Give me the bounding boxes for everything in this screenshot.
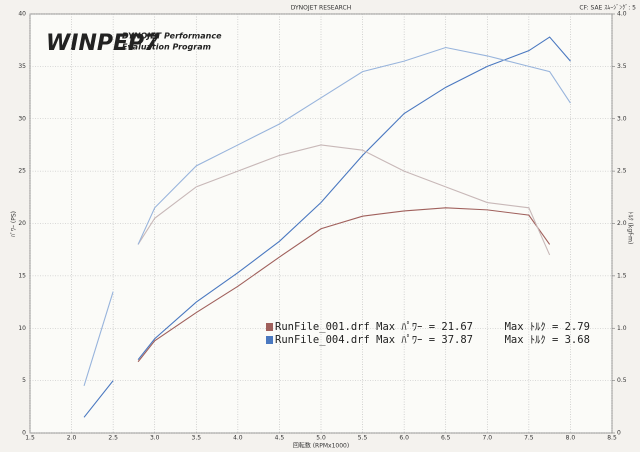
logo-line2: Evaluation Program: [122, 43, 211, 52]
y-tick-label: 5: [22, 377, 26, 384]
x-tick-label: 7.0: [483, 435, 493, 442]
x-tick-label: 6.0: [399, 435, 409, 442]
logo-line1: DYNOJET Performance: [122, 32, 222, 41]
x-tick-label: 3.0: [150, 435, 160, 442]
x-tick-label: 3.5: [192, 435, 202, 442]
y-tick-label: 0: [22, 430, 26, 437]
y-tick-label: 30: [18, 115, 26, 122]
y2-tick-label: 4.0: [617, 11, 627, 18]
series-line: [137, 207, 551, 363]
y-tick-label: 20: [18, 220, 26, 227]
x-tick-label: 4.5: [275, 435, 285, 442]
series-line: [137, 144, 551, 256]
y-tick-label: 25: [18, 168, 26, 175]
logo: WINPEP7: [46, 31, 160, 56]
correction: CF: SAE ｽﾑｰｼﾞﾝｸﾞ: 5: [579, 5, 636, 12]
y2-tick-label: 3.5: [617, 63, 627, 70]
y-axis-label: ﾊﾟﾜｰ (PS): [11, 211, 18, 237]
x-tick-label: 5.5: [358, 435, 368, 442]
y2-tick-label: 3.0: [617, 115, 627, 122]
y2-tick-label: 1.0: [617, 325, 627, 332]
y2-tick-label: 0.5: [617, 377, 627, 384]
header: DYNOJET RESEARCH: [291, 5, 352, 12]
x-tick-label: 2.5: [108, 435, 118, 442]
y-tick-label: 10: [18, 325, 26, 332]
y2-tick-label: 1.5: [617, 272, 627, 279]
legend-swatch: [266, 336, 273, 344]
y2-tick-label: 2.5: [617, 168, 627, 175]
y2-tick-label: 0: [617, 430, 621, 437]
x-tick-label: 5.0: [316, 435, 326, 442]
x-tick-label: 4.0: [233, 435, 243, 442]
series-line: [83, 36, 571, 418]
y2-tick-label: 2.0: [617, 220, 627, 227]
y-tick-label: 35: [18, 63, 26, 70]
y2-axis-label: ﾄﾙｸ (kgf-m): [627, 212, 634, 245]
y-tick-label: 40: [18, 11, 26, 18]
legend-swatch: [266, 323, 273, 331]
x-tick-label: 1.5: [25, 435, 35, 442]
x-tick-label: 8.0: [566, 435, 576, 442]
x-tick-label: 6.5: [441, 435, 451, 442]
legend-label: RunFile_001.drf Max ﾊﾟﾜｰ = 21.67 Max ﾄﾙｸ…: [275, 321, 590, 333]
x-tick-label: 8.5: [607, 435, 617, 442]
series-line: [83, 46, 571, 387]
x-tick-label: 2.0: [67, 435, 77, 442]
x-tick-label: 7.5: [524, 435, 534, 442]
x-axis-label: 回転数 (RPMx1000): [293, 442, 349, 450]
y-tick-label: 15: [18, 272, 26, 279]
legend-label: RunFile_004.drf Max ﾊﾟﾜｰ = 37.87 Max ﾄﾙｸ…: [275, 334, 590, 346]
